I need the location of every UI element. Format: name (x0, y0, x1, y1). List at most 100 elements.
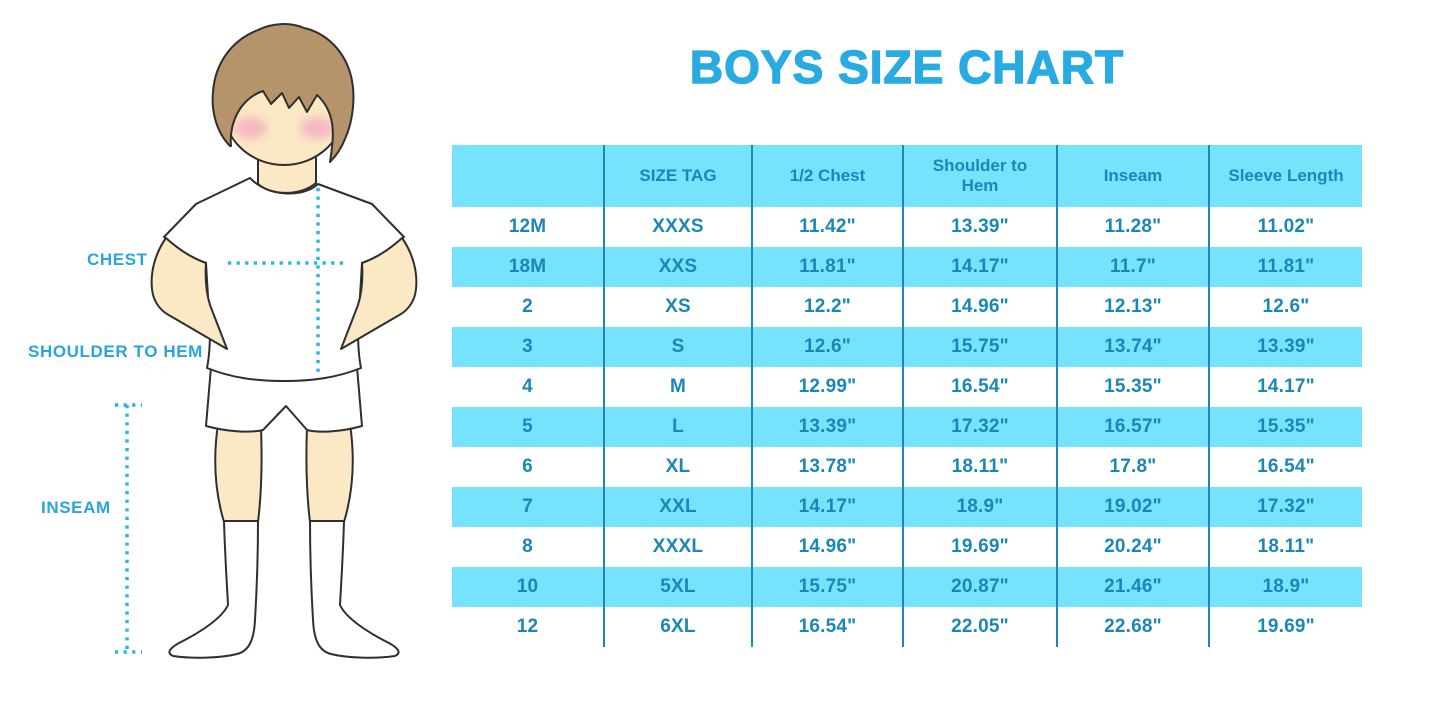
table-cell: 12.6" (1208, 287, 1362, 327)
table-cell: 20.87" (902, 567, 1057, 607)
table-cell: 22.68" (1056, 607, 1209, 647)
table-cell: 17.32" (902, 407, 1057, 447)
boy-blush-right (300, 117, 334, 139)
header-cell-blank (452, 145, 604, 207)
table-cell: 18.9" (1208, 567, 1362, 607)
table-cell: 3 (452, 327, 604, 367)
table-cell: 22.05" (902, 607, 1057, 647)
table-cell: XL (603, 447, 752, 487)
table-cell: 12M (508, 216, 547, 237)
table-cell: 15.75" (751, 567, 903, 607)
table-cell: 13.39" (902, 207, 1057, 247)
table-cell: 21.46" (1056, 567, 1209, 607)
table-cell: 5XL (603, 567, 752, 607)
table-header-row: SIZE TAG 1/2 Chest Shoulder to Hem Insea… (452, 145, 1362, 207)
table-cell: 19.69" (1208, 607, 1362, 647)
table-cell: 11.02" (1208, 207, 1362, 247)
table-cell: 15.35" (1056, 367, 1209, 407)
table-cell: 4 (522, 376, 533, 397)
table-cell: 14.96" (902, 287, 1057, 327)
table-cell: 8 (522, 536, 533, 557)
table-cell: 19.69" (902, 527, 1057, 567)
table-cell: L (603, 407, 752, 447)
table-cell: 11.81" (751, 247, 903, 287)
table-cell: 15.35" (1208, 407, 1362, 447)
table-cell: 16.54" (1208, 447, 1362, 487)
table-cell: M (603, 367, 752, 407)
boy-right-sock (309, 520, 400, 659)
table-cell: XS (603, 287, 752, 327)
header-cell-inseam: Inseam (1056, 145, 1209, 207)
table-cell: 12.13" (1056, 287, 1209, 327)
table-cell: 13.39" (1208, 327, 1362, 367)
table-cell: 6XL (603, 607, 752, 647)
table-row: 7 XXL 14.17" 18.9" 19.02" 17.32" (452, 487, 1362, 527)
measurement-figure: CHEST SHOULDER TO HEM INSEAM (0, 0, 450, 723)
table-cell: 5 (452, 407, 604, 447)
table-cell: 15.75" (902, 327, 1057, 367)
header-cell-shoulder-to-hem: Shoulder to Hem (902, 145, 1057, 207)
table-cell: S (603, 327, 752, 367)
table-row: 8 XXXL 14.96" 19.69" 20.24" 18.11" (452, 527, 1362, 567)
table-cell: XXS (603, 247, 752, 287)
boy-left-thigh (214, 423, 263, 523)
boy-illustration (115, 23, 418, 659)
boy-blush-left (233, 117, 267, 139)
table-cell: 2 (522, 296, 533, 317)
table-cell: 14.96" (751, 527, 903, 567)
chest-label: CHEST (87, 250, 148, 269)
table-cell: 6 (522, 456, 533, 477)
table-cell: 18.11" (902, 447, 1057, 487)
table-cell: 11.81" (1208, 247, 1362, 287)
table-cell: 11.7" (1056, 247, 1209, 287)
table-cell: 18.9" (902, 487, 1057, 527)
table-cell: 19.02" (1056, 487, 1209, 527)
table-row: 12M XXXS 11.42" 13.39" 11.28" 11.02" (452, 207, 1362, 247)
shoulder-to-hem-label: SHOULDER TO HEM (28, 342, 203, 361)
table-row: 6 XL 13.78" 18.11" 17.8" 16.54" (452, 447, 1362, 487)
boy-left-arm (150, 237, 228, 350)
table-cell: 13.39" (751, 407, 903, 447)
table-body: 12M XXXS 11.42" 13.39" 11.28" 11.02" 18M XXS 11.… (452, 207, 1362, 647)
table-cell: 13.74" (1056, 327, 1209, 367)
table-row: 3 S 12.6" 15.75" 13.74" 13.39" (452, 327, 1362, 367)
boy-right-thigh (305, 423, 354, 523)
size-table: SIZE TAG 1/2 Chest Shoulder to Hem Insea… (452, 145, 1362, 647)
table-cell: 12.99" (751, 367, 903, 407)
table-cell: 12.2" (751, 287, 903, 327)
table-cell: 18M (452, 247, 604, 287)
table-cell: 11.42" (751, 207, 903, 247)
header-cell-half-chest: 1/2 Chest (751, 145, 903, 207)
table-cell: 13.78" (751, 447, 903, 487)
table-row: 12 6XL 16.54" 22.05" 22.68" 19.69" (452, 607, 1362, 647)
table-cell: 17.32" (1208, 487, 1362, 527)
table-cell: 10 (452, 567, 604, 607)
table-row: 4 M 12.99" 16.54" 15.35" 14.17" (452, 367, 1362, 407)
table-cell: 12 (516, 616, 539, 637)
boy-hair (211, 23, 355, 163)
table-row: 5 L 13.39" 17.32" 16.57" 15.35" (452, 407, 1362, 447)
table-cell: 14.17" (902, 247, 1057, 287)
table-row: 10 5XL 15.75" 20.87" 21.46" 18.9" (452, 567, 1362, 607)
table-cell: 14.17" (1208, 367, 1362, 407)
page-title: BOYS SIZE CHART (689, 40, 1125, 93)
table-cell: 7 (452, 487, 604, 527)
boy-right-arm (340, 237, 418, 350)
table-row: 18M XXS 11.81" 14.17" 11.7" 11.81" (452, 247, 1362, 287)
table-cell: 20.24" (1056, 527, 1209, 567)
table-cell: 16.54" (902, 367, 1057, 407)
header-cell-sleeve-length: Sleeve Length (1208, 145, 1362, 207)
header-cell-size-tag: SIZE TAG (603, 145, 752, 207)
boy-left-sock (168, 520, 259, 659)
table-cell: 16.54" (751, 607, 903, 647)
table-cell: 12.6" (751, 327, 903, 367)
table-cell: 18.11" (1208, 527, 1362, 567)
table-row: 2 XS 12.2" 14.96" 12.13" 12.6" (452, 287, 1362, 327)
table-cell: XXXS (603, 207, 752, 247)
table-cell: 11.28" (1056, 207, 1209, 247)
table-cell: 17.8" (1056, 447, 1209, 487)
inseam-label: INSEAM (41, 498, 111, 517)
table-cell: XXL (603, 487, 752, 527)
table-cell: XXXL (603, 527, 752, 567)
